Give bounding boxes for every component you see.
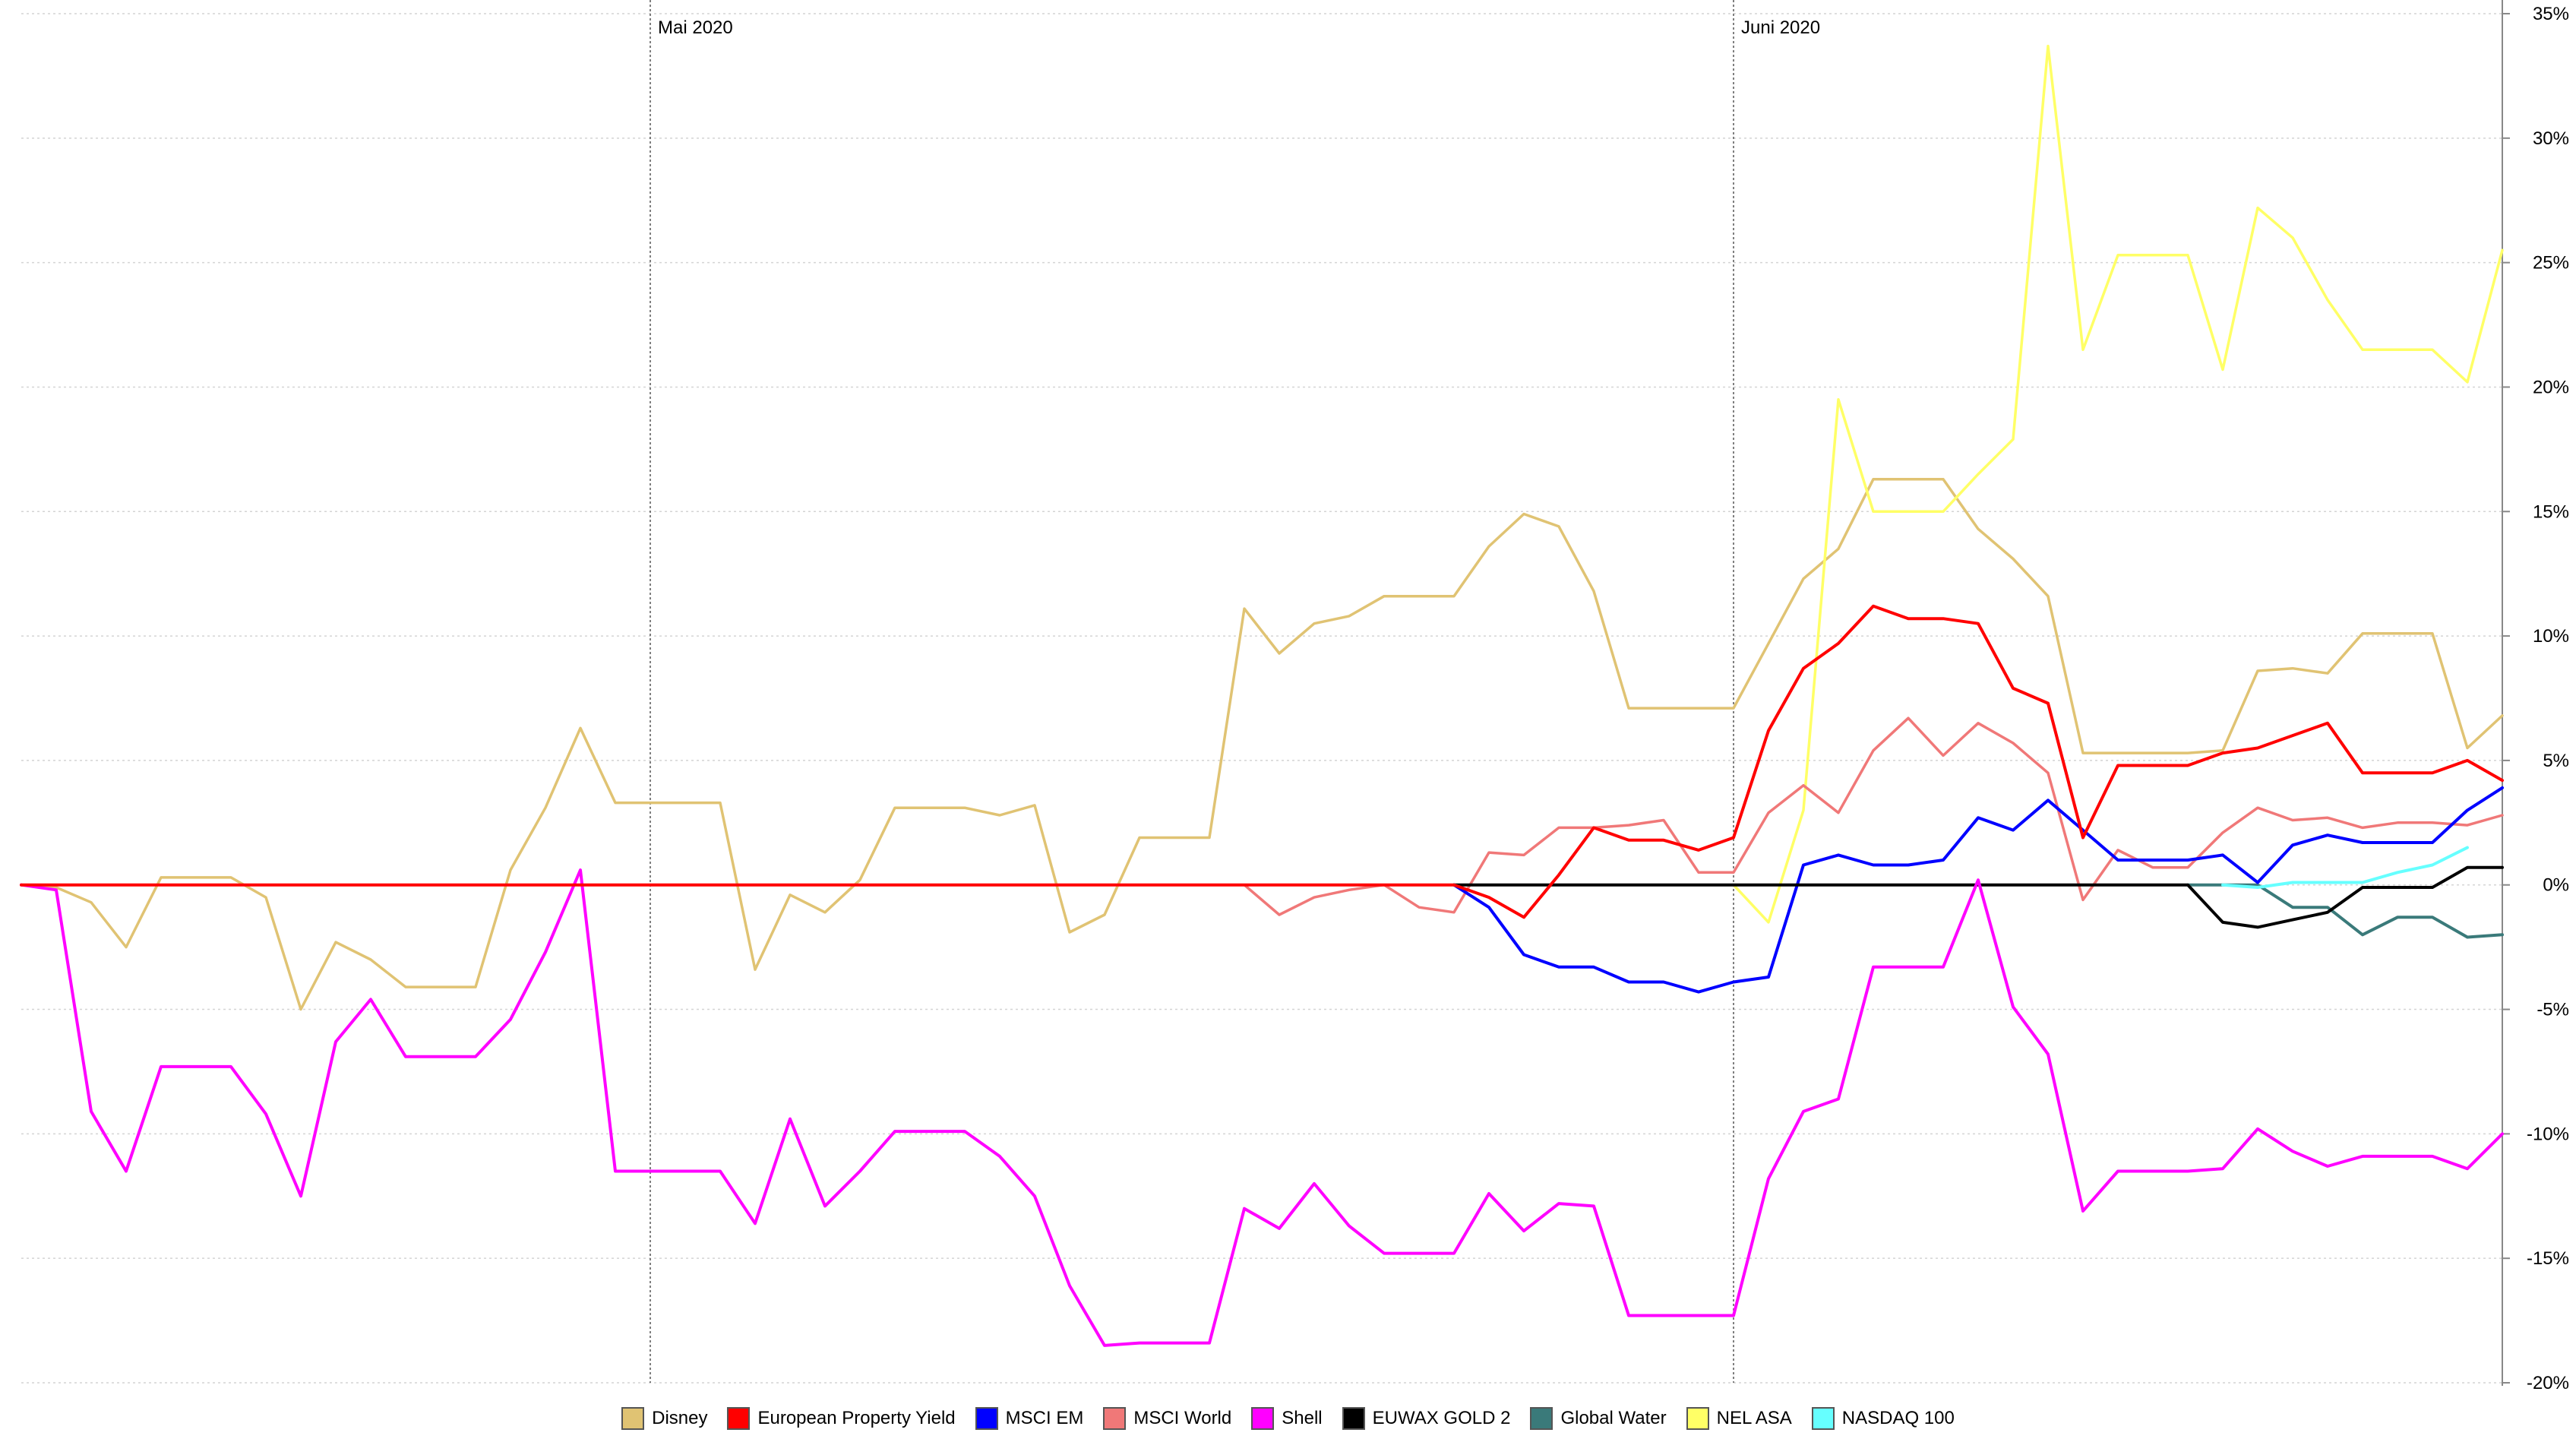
y-tick-label: -5% xyxy=(2536,1000,2569,1020)
y-tick-label: -10% xyxy=(2527,1124,2569,1144)
y-tick-label: 25% xyxy=(2533,253,2569,274)
legend-swatch xyxy=(1530,1407,1554,1430)
legend-swatch xyxy=(1811,1407,1835,1430)
month-label: Juni 2020 xyxy=(1741,17,1820,38)
legend-item-euwax-gold-2[interactable]: EUWAX GOLD 2 xyxy=(1342,1407,1511,1430)
legend-item-msci-em[interactable]: MSCI EM xyxy=(975,1407,1084,1430)
legend-swatch xyxy=(1342,1407,1365,1430)
y-tick-label: -20% xyxy=(2527,1373,2569,1393)
series-line-euwax-gold-2 xyxy=(1452,865,2504,929)
gridlines xyxy=(21,13,2502,1384)
legend-item-msci-world[interactable]: MSCI World xyxy=(1103,1407,1231,1430)
series-line-shell xyxy=(20,868,2504,1347)
legend-label: Disney xyxy=(652,1408,708,1428)
month-label: Mai 2020 xyxy=(658,17,733,38)
y-tick-label: 15% xyxy=(2533,501,2569,522)
legend-swatch xyxy=(1103,1407,1127,1430)
y-tick-label: 20% xyxy=(2533,377,2569,397)
legend-item-european-property-yield[interactable]: European Property Yield xyxy=(727,1407,956,1430)
legend-label: EUWAX GOLD 2 xyxy=(1372,1408,1511,1428)
y-tick-label: 10% xyxy=(2533,626,2569,647)
series-line-msci-em xyxy=(1452,786,2504,994)
legend-label: Shell xyxy=(1282,1408,1323,1428)
legend-label: European Property Yield xyxy=(757,1408,956,1428)
legend-swatch xyxy=(1251,1407,1275,1430)
y-tick-label: 5% xyxy=(2543,751,2569,771)
legend-swatch xyxy=(727,1407,751,1430)
y-tick-label: -15% xyxy=(2527,1248,2569,1269)
legend-item-shell[interactable]: Shell xyxy=(1251,1407,1323,1430)
legend-label: NASDAQ 100 xyxy=(1841,1408,1955,1428)
legend-item-nel-asa[interactable]: NEL ASA xyxy=(1686,1407,1792,1430)
legend-swatch xyxy=(1686,1407,1709,1430)
series-lines xyxy=(20,44,2504,1347)
y-tick-label: 0% xyxy=(2543,875,2569,896)
legend-label: NEL ASA xyxy=(1716,1408,1792,1428)
line-chart: Mai 2020 Juni 2020 35% 30% 25% 20% 15% 10% 5% 0% -… xyxy=(20,0,2569,1393)
legend-label: MSCI EM xyxy=(1005,1408,1084,1428)
legend-label: Global Water xyxy=(1560,1408,1667,1428)
legend-swatch xyxy=(975,1407,998,1430)
legend-item-nasdaq-100[interactable]: NASDAQ 100 xyxy=(1811,1407,1955,1430)
legend-item-global-water[interactable]: Global Water xyxy=(1530,1407,1667,1430)
y-tick-label: 30% xyxy=(2533,128,2569,149)
series-line-european-property-yield xyxy=(20,604,2504,919)
legend-swatch xyxy=(621,1407,645,1430)
legend-label: MSCI World xyxy=(1133,1408,1232,1428)
legend: Disney European Property Yield MSCI EM MSCI… xyxy=(0,1398,2576,1439)
series-line-global-water xyxy=(2186,883,2504,939)
series-line-nel-asa xyxy=(1732,44,2504,924)
y-axis: 35% 30% 25% 20% 15% 10% 5% 0% -5% -10% -15% -20% xyxy=(2502,0,2569,1393)
month-markers: Mai 2020 Juni 2020 xyxy=(650,0,1820,1383)
series-line-nasdaq-100 xyxy=(2221,846,2469,889)
legend-item-disney[interactable]: Disney xyxy=(621,1407,707,1430)
y-tick-label: 35% xyxy=(2533,4,2569,24)
series-line-disney xyxy=(20,477,2504,1011)
